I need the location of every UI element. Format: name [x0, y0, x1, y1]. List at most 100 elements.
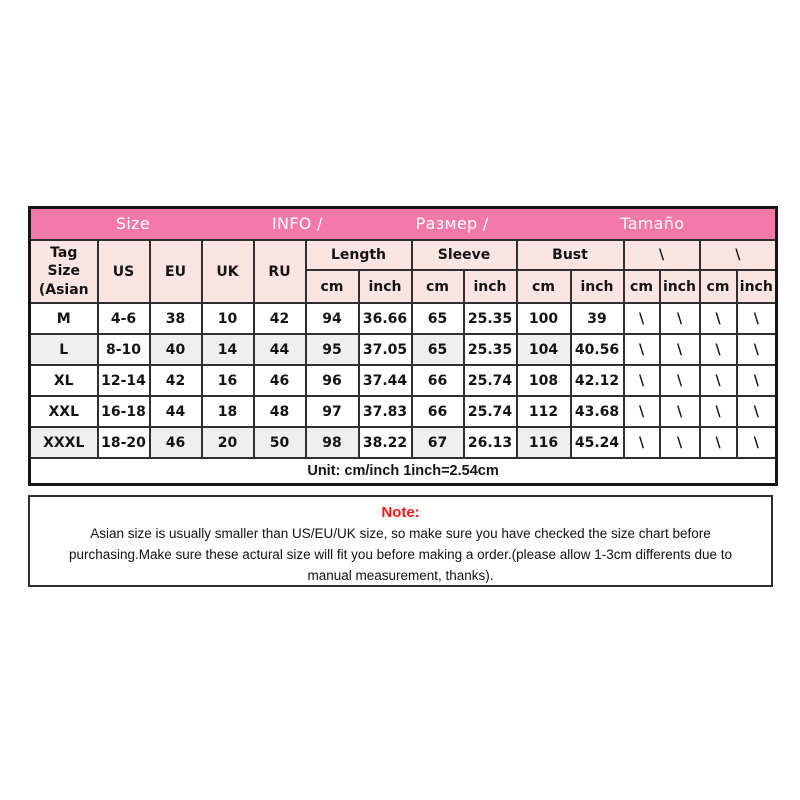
- tag-size-cell: L: [28, 333, 99, 366]
- header-sub-row: cm inch cm inch cm inch cm inch cm inch: [30, 269, 778, 304]
- size-chart-table: Size INFO / Размер / Tamaño Tag Size (As…: [28, 206, 779, 486]
- size-value-cell: \: [622, 333, 661, 366]
- size-value-cell: 25.35: [462, 302, 518, 335]
- size-value-cell: \: [658, 364, 701, 397]
- size-value-cell: 38: [148, 302, 203, 335]
- size-value-cell: 65: [410, 333, 465, 366]
- size-value-cell: \: [735, 426, 778, 459]
- size-chart-sheet: Size INFO / Размер / Tamaño Tag Size (As…: [28, 206, 779, 587]
- tag-size-cell: M: [28, 302, 99, 335]
- banner-segment-size: Size: [115, 214, 150, 234]
- size-value-cell: \: [735, 302, 778, 335]
- subheader-length-inch: inch: [357, 269, 413, 304]
- size-value-cell: 16-18: [96, 395, 151, 428]
- size-row-xxxl: XXXL 18-20 46 20 50 98 38.22 67 26.13 116 45.24 \ \ \…: [28, 426, 778, 459]
- size-value-cell: \: [622, 302, 661, 335]
- size-value-cell: \: [698, 426, 738, 459]
- size-value-cell: 12-14: [96, 364, 151, 397]
- size-value-cell: \: [735, 364, 778, 397]
- size-value-cell: 116: [515, 426, 572, 459]
- size-value-cell: 40: [148, 333, 203, 366]
- size-value-cell: \: [698, 302, 738, 335]
- tag-size-cell: XXL: [28, 395, 99, 428]
- tag-size-cell: XXXL: [28, 426, 99, 459]
- size-row-xl: XL 12-14 42 16 46 96 37.44 66 25.74 108 42.12 \ \ \ \: [28, 364, 778, 397]
- subheader-sleeve-cm: cm: [410, 269, 465, 304]
- size-value-cell: 67: [410, 426, 465, 459]
- size-value-cell: 95: [304, 333, 360, 366]
- size-value-cell: \: [735, 395, 778, 428]
- tag-size-cell: XL: [28, 364, 99, 397]
- subheader-bust-inch: inch: [569, 269, 625, 304]
- size-value-cell: \: [658, 395, 701, 428]
- size-value-cell: 36.66: [357, 302, 413, 335]
- size-value-cell: \: [658, 333, 701, 366]
- note-box: Note: Asian size is usually smaller than…: [28, 495, 773, 587]
- size-value-cell: 66: [410, 364, 465, 397]
- size-value-cell: \: [622, 426, 661, 459]
- note-body: Asian size is usually smaller than US/EU…: [68, 526, 733, 583]
- col-header-tag-size: Tag Size (Asian: [28, 239, 99, 304]
- size-value-cell: 37.83: [357, 395, 413, 428]
- size-value-cell: 25.74: [462, 364, 518, 397]
- size-value-cell: 43.68: [569, 395, 625, 428]
- size-value-cell: 26.13: [462, 426, 518, 459]
- size-value-cell: 46: [148, 426, 203, 459]
- size-value-cell: 39: [569, 302, 625, 335]
- subheader-blank2-cm: cm: [698, 269, 738, 304]
- size-value-cell: \: [658, 302, 701, 335]
- note-title: Note:: [381, 504, 420, 521]
- banner-segment-info: INFO /: [271, 214, 323, 234]
- size-value-cell: 50: [252, 426, 307, 459]
- size-row-m: M 4-6 38 10 42 94 36.66 65 25.35 100 39 \ \ \ \: [28, 302, 778, 335]
- subheader-bust-cm: cm: [515, 269, 572, 304]
- size-value-cell: 104: [515, 333, 572, 366]
- unit-note: Unit: cm/inch 1inch=2.54cm: [28, 457, 778, 486]
- size-value-cell: 25.35: [462, 333, 518, 366]
- col-header-blank-1: \: [622, 239, 701, 271]
- size-value-cell: 112: [515, 395, 572, 428]
- size-value-cell: 10: [200, 302, 255, 335]
- size-value-cell: 18: [200, 395, 255, 428]
- subheader-blank2-inch: inch: [735, 269, 778, 304]
- size-table-body: M 4-6 38 10 42 94 36.66 65 25.35 100 39 \ \ \ \ L 8-10 40…: [28, 302, 778, 459]
- col-header-eu: EU: [148, 239, 203, 304]
- size-value-cell: 20: [200, 426, 255, 459]
- size-row-l: L 8-10 40 14 44 95 37.05 65 25.35 104 40.56 \ \ \ \: [28, 333, 778, 366]
- size-value-cell: 46: [252, 364, 307, 397]
- banner-segment-tamano: Tamaño: [620, 214, 685, 234]
- col-header-length: Length: [304, 239, 413, 271]
- unit-row: Unit: cm/inch 1inch=2.54cm: [28, 457, 778, 486]
- size-value-cell: 65: [410, 302, 465, 335]
- size-value-cell: 37.05: [357, 333, 413, 366]
- size-value-cell: 66: [410, 395, 465, 428]
- banner-row: Size INFO / Размер / Tamaño: [28, 206, 778, 241]
- size-value-cell: 40.56: [569, 333, 625, 366]
- size-value-cell: 37.44: [357, 364, 413, 397]
- size-value-cell: 48: [252, 395, 307, 428]
- col-header-ru: RU: [252, 239, 307, 304]
- size-value-cell: \: [622, 395, 661, 428]
- size-value-cell: 4-6: [96, 302, 151, 335]
- subheader-blank1-cm: cm: [622, 269, 661, 304]
- subheader-blank1-inch: inch: [658, 269, 701, 304]
- size-value-cell: \: [735, 333, 778, 366]
- size-value-cell: \: [658, 426, 701, 459]
- header-group-row: Tag Size (Asian US EU UK RU Length Sleev…: [28, 239, 778, 304]
- size-value-cell: 94: [304, 302, 360, 335]
- size-value-cell: 108: [515, 364, 572, 397]
- size-value-cell: 38.22: [357, 426, 413, 459]
- subheader-sleeve-inch: inch: [462, 269, 518, 304]
- size-value-cell: 16: [200, 364, 255, 397]
- size-value-cell: 18-20: [96, 426, 151, 459]
- size-value-cell: 25.74: [462, 395, 518, 428]
- size-value-cell: \: [698, 395, 738, 428]
- col-header-bust: Bust: [515, 239, 625, 271]
- size-value-cell: 97: [304, 395, 360, 428]
- size-value-cell: 44: [148, 395, 203, 428]
- banner-segment-razmer: Размер /: [415, 214, 489, 234]
- size-value-cell: 8-10: [96, 333, 151, 366]
- size-value-cell: 96: [304, 364, 360, 397]
- size-info-banner: Size INFO / Размер / Tamaño: [28, 206, 778, 241]
- size-value-cell: 42: [252, 302, 307, 335]
